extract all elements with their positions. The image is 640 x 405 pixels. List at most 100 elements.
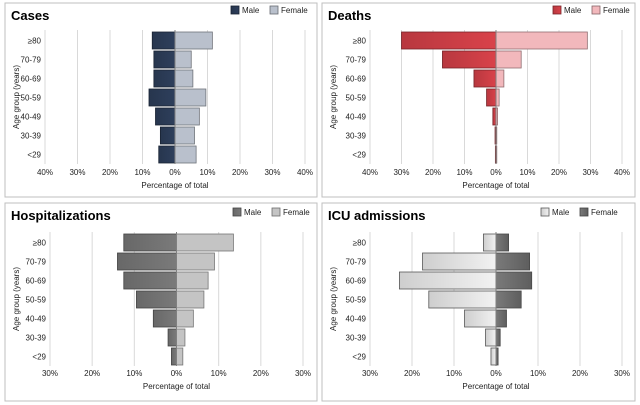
category-label: <29 xyxy=(352,151,366,160)
x-tick-label: 30% xyxy=(42,369,58,378)
bar-female-4 xyxy=(174,88,207,107)
category-label: ≥80 xyxy=(353,239,367,248)
x-tick-label: 20% xyxy=(232,168,248,177)
bar-male-3 xyxy=(153,69,176,88)
x-tick-label: 30% xyxy=(362,369,378,378)
x-tick-label: 40% xyxy=(297,168,313,177)
chart-panel-1: Cases ≥80 70-79 60-69 50-59 40-49 30-39 <29 40% 3… xyxy=(4,2,318,198)
y-axis-label: Age group (years) xyxy=(12,267,21,331)
x-axis-label: Percentage of total xyxy=(462,382,529,391)
x-tick-label: 0% xyxy=(490,369,502,378)
bar-male-4 xyxy=(428,290,497,309)
legend-swatch-male xyxy=(540,207,550,217)
bar-male-4 xyxy=(148,88,176,107)
bar-male-5 xyxy=(464,309,497,328)
category-label: 40-49 xyxy=(26,315,47,324)
bar-female-4 xyxy=(176,290,205,309)
bar-female-2 xyxy=(495,50,522,69)
x-tick-label: 20% xyxy=(84,369,100,378)
category-label: 70-79 xyxy=(26,258,47,267)
chart-title: ICU admissions xyxy=(328,208,426,223)
x-tick-label: 30% xyxy=(614,369,630,378)
category-label: 50-59 xyxy=(346,94,367,103)
legend-label-female: Female xyxy=(281,6,308,15)
bar-female-5 xyxy=(174,107,200,126)
x-tick-label: 0% xyxy=(490,168,502,177)
x-tick-label: 10% xyxy=(126,369,142,378)
x-tick-label: 20% xyxy=(102,168,118,177)
bar-female-6 xyxy=(495,328,501,347)
category-label: 50-59 xyxy=(346,296,367,305)
chart-panel-2: Deaths ≥80 70-79 60-69 50-59 40-49 30-39 <29 40%… xyxy=(321,2,636,198)
x-tick-label: 20% xyxy=(551,168,567,177)
bar-male-5 xyxy=(152,309,177,328)
x-tick-label: 0% xyxy=(171,369,183,378)
category-label: 30-39 xyxy=(346,334,367,343)
bar-female-5 xyxy=(495,309,507,328)
category-label: 60-69 xyxy=(346,277,367,286)
chart-title: Deaths xyxy=(328,8,371,23)
category-label: 40-49 xyxy=(346,113,367,122)
bar-female-2 xyxy=(174,50,192,69)
x-tick-label: 10% xyxy=(519,168,535,177)
bar-male-1 xyxy=(401,31,497,50)
bar-female-3 xyxy=(176,271,209,290)
x-tick-label: 40% xyxy=(614,168,630,177)
bar-male-2 xyxy=(422,252,497,271)
category-label: 60-69 xyxy=(346,75,367,84)
bar-male-6 xyxy=(167,328,177,347)
chart-panel-4: ICU admissions ≥80 70-79 60-69 50-59 40-49 30-… xyxy=(321,202,636,402)
bar-female-3 xyxy=(174,69,194,88)
bar-female-1 xyxy=(176,233,234,252)
x-tick-label: 20% xyxy=(572,369,588,378)
bar-female-1 xyxy=(495,233,510,252)
bar-female-7 xyxy=(176,347,184,366)
legend-label-female: Female xyxy=(591,208,618,217)
x-tick-label: 10% xyxy=(211,369,227,378)
x-tick-label: 20% xyxy=(425,168,441,177)
x-axis-label: Percentage of total xyxy=(143,382,210,391)
bar-female-3 xyxy=(495,271,533,290)
bar-male-3 xyxy=(123,271,177,290)
bar-female-6 xyxy=(174,126,195,145)
x-tick-label: 10% xyxy=(446,369,462,378)
bar-male-5 xyxy=(155,107,176,126)
category-label: <29 xyxy=(27,151,41,160)
legend-label-male: Male xyxy=(552,208,570,217)
legend-swatch-male xyxy=(232,207,242,217)
category-label: 30-39 xyxy=(346,132,367,141)
category-label: 40-49 xyxy=(346,315,367,324)
bar-male-1 xyxy=(151,31,176,50)
x-axis-label: Percentage of total xyxy=(462,181,529,190)
bar-male-4 xyxy=(136,290,177,309)
bar-male-2 xyxy=(442,50,497,69)
bar-male-4 xyxy=(486,88,497,107)
x-tick-label: 40% xyxy=(362,168,378,177)
x-tick-label: 10% xyxy=(199,168,215,177)
bar-male-7 xyxy=(490,347,497,366)
category-label: 50-59 xyxy=(21,94,42,103)
x-tick-label: 30% xyxy=(295,369,311,378)
legend-swatch-male xyxy=(230,5,240,15)
x-tick-label: 0% xyxy=(169,168,181,177)
bar-female-1 xyxy=(174,31,213,50)
bar-female-4 xyxy=(495,290,522,309)
x-tick-label: 30% xyxy=(264,168,280,177)
category-label: 40-49 xyxy=(21,113,42,122)
legend-label-male: Male xyxy=(564,6,582,15)
bar-female-1 xyxy=(495,31,588,50)
bar-male-7 xyxy=(171,347,177,366)
bar-male-7 xyxy=(158,145,176,164)
legend-swatch-female xyxy=(271,207,281,217)
legend-label-male: Male xyxy=(242,6,260,15)
x-tick-label: 10% xyxy=(134,168,150,177)
bar-male-1 xyxy=(123,233,177,252)
category-label: 60-69 xyxy=(21,75,42,84)
bar-male-3 xyxy=(473,69,497,88)
legend-swatch-female xyxy=(579,207,589,217)
category-label: 30-39 xyxy=(21,132,42,141)
x-tick-label: 10% xyxy=(530,369,546,378)
bar-male-2 xyxy=(153,50,176,69)
x-axis-label: Percentage of total xyxy=(141,181,208,190)
